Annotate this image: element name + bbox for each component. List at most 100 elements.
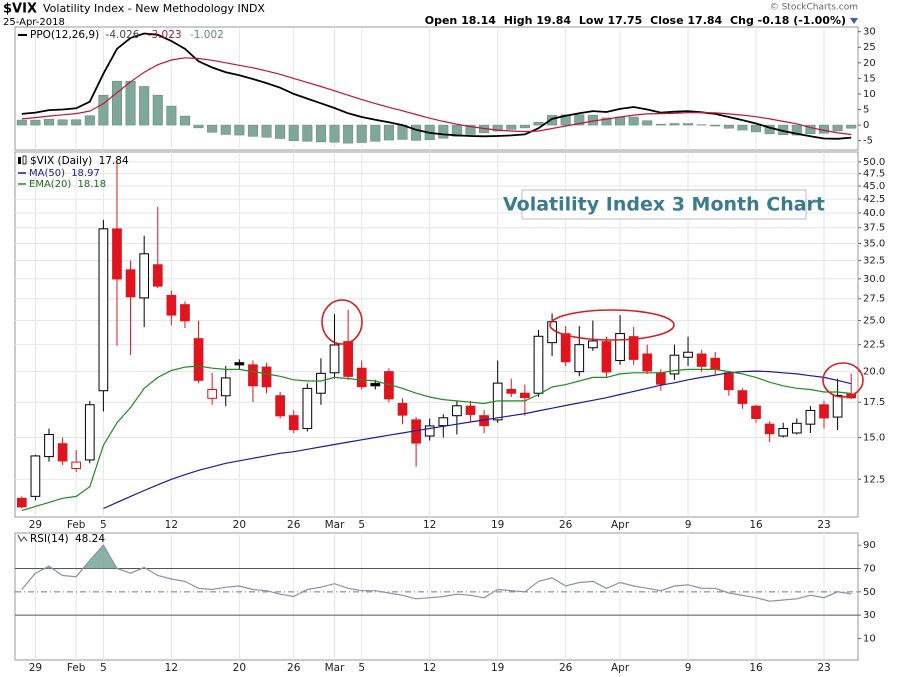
x-tick-label: 29 [29,519,42,531]
quote-value: -0.18 (-1.00%) [758,14,846,27]
x-tick-label: 23 [817,662,830,673]
histogram-bar [615,117,625,125]
candle-body [453,406,462,416]
candle-body [371,383,380,385]
candle-body [262,367,271,387]
legend-icon [23,156,26,164]
y-tick-label: 25.0 [863,316,885,327]
y-tick-label: 35.0 [863,239,885,250]
candle-body [99,229,108,391]
candle-body [249,365,258,386]
x-tick-label: 5 [100,662,107,673]
candle-body [833,396,842,418]
y-tick-label: 30 [863,610,876,621]
candle-body [548,322,557,343]
legend-value: -1.002 [190,29,224,41]
histogram-bar [656,124,666,125]
histogram-bar [371,125,381,141]
candle-body [684,352,693,357]
candle-body [85,405,94,460]
histogram-bar [275,125,285,138]
legend-value: -4.026 [106,29,140,41]
quote-label: Low [579,14,604,27]
candle-body [194,339,203,381]
ma-legend: MA(50) 18.97 [29,168,100,179]
x-tick-label: 26 [287,519,301,531]
x-tick-label: 5 [358,519,365,531]
y-tick-label: 32.5 [863,255,885,266]
x-tick-label: 29 [29,662,42,673]
histogram-bar [751,125,761,132]
y-tick-label: 45.0 [863,181,885,192]
y-tick-label: 37.5 [863,223,885,234]
x-tick-label: Apr [611,662,630,673]
histogram-bar [534,122,544,125]
y-tick-label: 25 [863,42,876,53]
histogram-bar [316,125,326,142]
histogram-bar [221,125,231,134]
y-tick-label: 90 [863,540,876,551]
quote-value: 18.14 [461,14,496,27]
x-tick-label: 12 [165,519,178,531]
y-tick-label: 27.5 [863,294,885,305]
histogram-bar [724,125,734,128]
candle-body [602,342,611,372]
histogram-bar [710,125,720,126]
x-tick-label: 9 [685,662,692,673]
y-tick-label: 17.5 [863,397,885,408]
price-legend: $VIX (Daily) 17.84 [30,155,129,167]
legend-name: EMA(20) [29,179,71,190]
histogram-bar [629,117,639,125]
histogram-bar [439,125,449,138]
x-tick-label: 26 [559,662,573,673]
quote: Open 18.14 High 19.84 Low 17.75 Close 17… [425,14,846,27]
quote-label: Open [425,14,458,27]
legend-value: 48.24 [75,533,105,545]
histogram-bar [520,125,530,128]
candle-body [126,270,135,297]
candle-body [507,389,516,393]
x-tick-label: 16 [749,662,763,673]
candle-body [45,434,54,456]
y-tick-label: 50 [863,587,876,598]
x-tick-label: 12 [165,662,178,673]
candle-body [303,388,312,428]
candle-body [317,373,326,393]
y-tick-label: -5 [863,136,873,147]
y-tick-label: 15 [863,73,876,84]
quote-label: Close [650,14,683,27]
annotation: Volatility Index 3 Month Chart [503,194,825,216]
candle-body [235,363,244,365]
histogram-bar [248,125,258,136]
y-tick-label: 70 [863,564,876,575]
y-tick-label: 5 [863,105,869,116]
quote-value: 17.75 [608,14,643,27]
candle-body [697,354,706,366]
x-tick-label: 5 [100,519,107,531]
x-tick-label: Feb [67,662,86,673]
histogram-bar [99,95,109,125]
ema-legend: EMA(20) 18.18 [29,179,106,190]
candle-body [330,345,339,373]
candle-body [221,378,230,396]
histogram-bar [411,125,421,140]
x-tick-label: 12 [423,662,436,673]
candle-body [765,424,774,434]
candle-body [344,342,353,377]
candle-body [466,406,475,414]
x-tick-label: Mar [325,662,345,673]
y-tick-label: 0 [863,120,869,131]
chart-date: 25-Apr-2018 [3,17,65,28]
candle-body [575,345,584,372]
candle-body [439,418,448,426]
candle-body [806,410,815,424]
candle-body [534,336,543,393]
histogram-bar [167,106,177,125]
quote-value: 17.84 [687,14,722,27]
candle-body [153,265,162,286]
x-tick-label: 12 [423,519,436,531]
histogram-bar [17,120,27,125]
candle-body [820,405,829,418]
candle-body [779,429,788,436]
x-tick-label: 23 [817,519,830,531]
